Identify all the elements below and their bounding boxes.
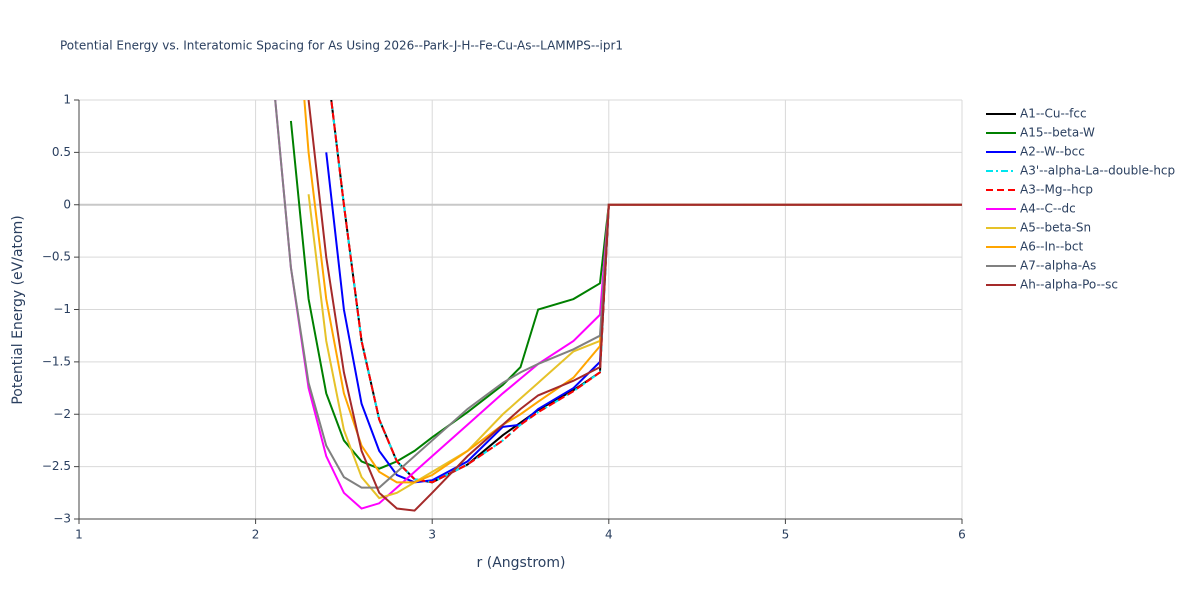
line-series (330, 100, 962, 484)
line-series (325, 152, 962, 484)
y-tick-label: 0 (63, 197, 71, 211)
y-tick-label: −1 (53, 302, 71, 316)
x-tick-label: 3 (428, 528, 436, 542)
y-axis-label: Potential Energy (eV/atom) (10, 215, 26, 404)
x-tick-label: 5 (782, 528, 790, 542)
x-tick-label: 4 (605, 528, 613, 542)
legend-label: A1--Cu--fcc (1020, 107, 1087, 121)
line-series (289, 120, 962, 470)
line-series (307, 194, 962, 500)
line-series (274, 100, 962, 510)
legend-label: A15--beta-W (1020, 126, 1095, 140)
y-tick-label: −3 (53, 512, 71, 526)
line-series (274, 100, 962, 489)
legend-label: A4--C--dc (1020, 202, 1076, 216)
x-tick-label: 6 (958, 528, 966, 542)
line-series (330, 100, 962, 484)
legend-label: A3--Mg--hcp (1020, 183, 1093, 197)
legend-label: A6--In--bct (1020, 240, 1084, 254)
line-series (307, 100, 962, 512)
legend-label: Ah--alpha-Po--sc (1020, 278, 1118, 292)
y-tick-label: 1 (63, 93, 71, 107)
legend-label: A3'--alpha-La--double-hcp (1020, 164, 1175, 178)
x-tick-label: 1 (75, 528, 83, 542)
chart-title: Potential Energy vs. Interatomic Spacing… (60, 39, 623, 53)
legend-label: A5--beta-Sn (1020, 221, 1091, 235)
y-tick-label: −1.5 (42, 354, 71, 368)
line-series (303, 100, 962, 484)
legend-label: A7--alpha-As (1020, 259, 1096, 273)
legend-label: A2--W--bcc (1020, 145, 1085, 159)
y-tick-label: 0.5 (52, 145, 71, 159)
y-tick-label: −0.5 (42, 250, 71, 264)
x-axis-label: r (Angstrom) (477, 555, 566, 571)
y-tick-label: −2.5 (42, 459, 71, 473)
x-tick-label: 2 (252, 528, 260, 542)
y-tick-label: −2 (53, 407, 71, 421)
plot-area (274, 100, 962, 512)
line-series (330, 100, 962, 484)
